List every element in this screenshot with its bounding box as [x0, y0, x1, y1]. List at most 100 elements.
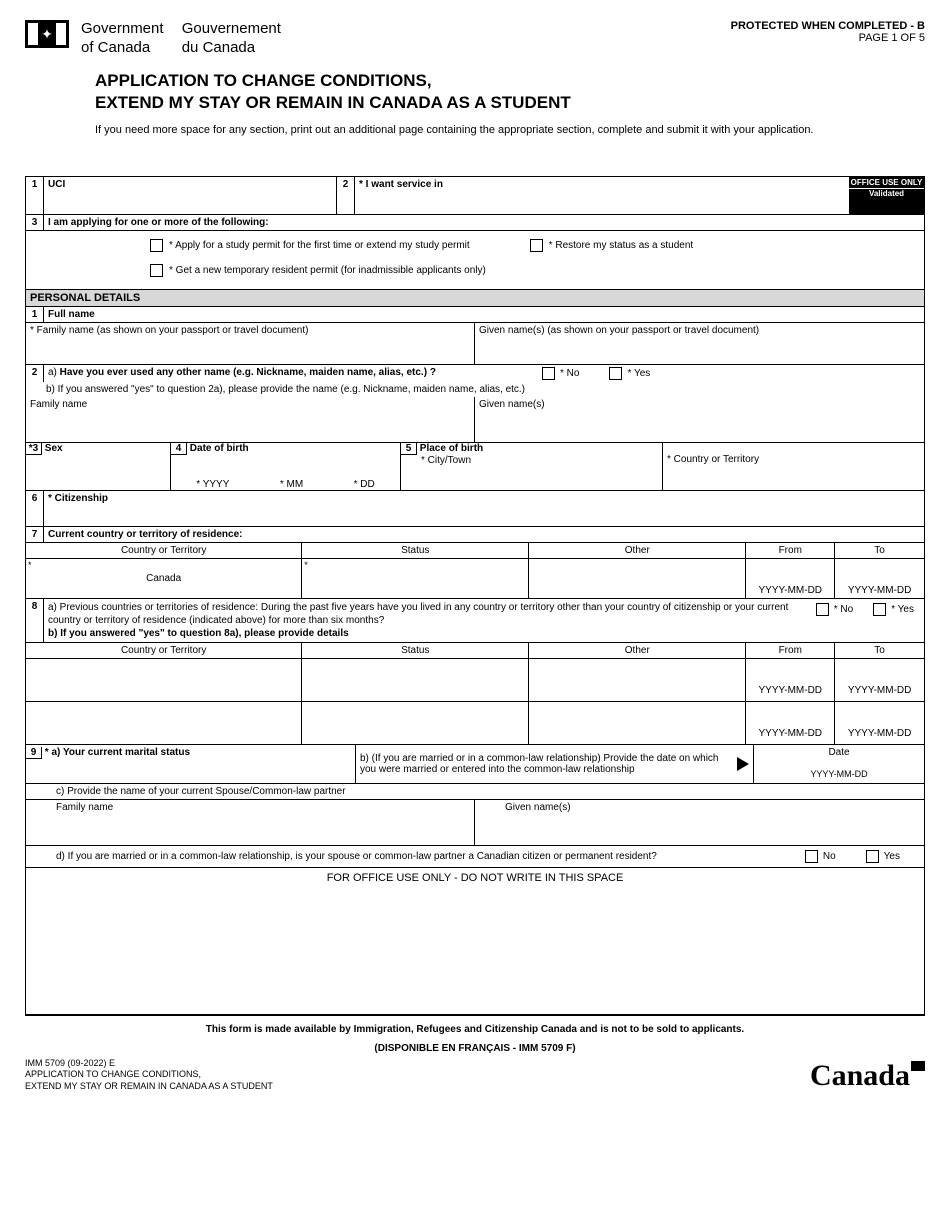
pd7-table-header: Country or Territory Status Other From T…	[26, 543, 924, 559]
pd9-date-field[interactable]: Date YYYY-MM-DD	[754, 745, 924, 783]
pd8-table-header: Country or Territory Status Other From T…	[26, 643, 924, 659]
footer-french: (DISPONIBLE EN FRANÇAIS - IMM 5709 F)	[25, 1043, 925, 1054]
pd2-family-field[interactable]: Family name	[26, 397, 475, 442]
pd9d-no[interactable]: No	[805, 850, 836, 863]
pd1-number: 1	[26, 307, 44, 322]
table-cell[interactable]: YYYY-MM-DD	[746, 659, 835, 701]
pd4-dob[interactable]: 4 Date of birth * YYYY * MM * DD	[171, 443, 401, 490]
pd9b-text: b) (If you are married or in a common-la…	[360, 753, 727, 775]
title-line2: EXTEND MY STAY OR REMAIN IN CANADA AS A …	[95, 93, 571, 112]
gov-fr-line1: Gouvernement	[182, 20, 281, 37]
pd5-country[interactable]: * Country or Territory	[663, 443, 924, 490]
pd8-text: a) Previous countries or territories of …	[44, 599, 816, 642]
table-cell[interactable]	[302, 702, 529, 744]
pd9c-inputs: Family name Given name(s)	[26, 800, 924, 846]
pd9ab-row: 9 * a) Your current marital status b) (I…	[26, 745, 924, 784]
pd7-country-val: Canada	[26, 559, 302, 598]
q2-label[interactable]: * I want service in	[355, 177, 849, 214]
pd2-number: 2	[26, 365, 44, 382]
dob-mm: * MM	[280, 479, 303, 490]
gov-en-line1: Government	[81, 20, 164, 37]
pd7-other-field[interactable]	[529, 559, 746, 598]
form-body: 1 UCI 2 * I want service in OFFICE USE O…	[25, 176, 925, 1016]
title-line1: APPLICATION TO CHANGE CONDITIONS,	[95, 71, 432, 90]
checkbox-icon	[150, 239, 163, 252]
pd9d-yes[interactable]: Yes	[866, 850, 900, 863]
pd7-from-field[interactable]: YYYY-MM-DD	[746, 559, 835, 598]
q2-number: 2	[337, 177, 355, 214]
pd3-4-5-row: *3 Sex 4 Date of birth * YYYY * MM * DD …	[26, 443, 924, 491]
office-use-label: OFFICE USE ONLY	[849, 177, 924, 189]
pd8-header: 8 a) Previous countries or territories o…	[26, 599, 924, 643]
pd2b-inputs: Family name Given name(s)	[26, 397, 924, 443]
checkbox-icon	[866, 850, 879, 863]
dob-dd: * DD	[354, 479, 375, 490]
personal-details-header: PERSONAL DETAILS	[26, 290, 924, 307]
col-status: Status	[302, 543, 529, 558]
pd9b: b) (If you are married or in a common-la…	[356, 745, 754, 783]
form-page: ✦ Governmentof Canada Gouvernementdu Can…	[0, 0, 950, 1113]
q1-number: 1	[26, 177, 44, 214]
footer-row: IMM 5709 (09-2022) E APPLICATION TO CHAN…	[25, 1058, 925, 1093]
pd2a-text: a) Have you ever used any other name (e.…	[44, 365, 534, 382]
pd9c-given[interactable]: Given name(s)	[475, 800, 924, 845]
col-to: To	[835, 543, 924, 558]
form-code-block: IMM 5709 (09-2022) E APPLICATION TO CHAN…	[25, 1058, 273, 1093]
pd8-number: 8	[26, 599, 44, 642]
table-cell[interactable]	[529, 659, 746, 701]
pd8-yes[interactable]: * Yes	[873, 603, 914, 616]
pd7-to-field[interactable]: YYYY-MM-DD	[835, 559, 924, 598]
pd7-number: 7	[26, 527, 44, 542]
office-only-space: FOR OFFICE USE ONLY - DO NOT WRITE IN TH…	[26, 868, 924, 1015]
pd8-no[interactable]: * No	[816, 603, 853, 616]
q3-number: 3	[26, 215, 44, 230]
checkbox-icon	[816, 603, 829, 616]
government-signature: ✦ Governmentof Canada Gouvernementdu Can…	[25, 20, 295, 58]
pd9c-family[interactable]: Family name	[26, 800, 475, 845]
gov-en-line2: of Canada	[81, 39, 150, 56]
instruction-text: If you need more space for any section, …	[95, 124, 925, 136]
checkbox-icon	[542, 367, 555, 380]
table-cell[interactable]	[26, 702, 302, 744]
q3-opt2[interactable]: * Restore my status as a student	[530, 239, 694, 252]
table-cell[interactable]	[302, 659, 529, 701]
protected-label: PROTECTED WHEN COMPLETED - B	[731, 20, 925, 32]
pd9a[interactable]: 9 * a) Your current marital status	[26, 745, 356, 783]
table-cell[interactable]	[529, 702, 746, 744]
arrow-right-icon	[737, 757, 749, 771]
q3-options: * Apply for a study permit for the first…	[26, 231, 924, 290]
canada-flag-icon: ✦	[25, 20, 69, 48]
uci-service-row: 1 UCI 2 * I want service in OFFICE USE O…	[26, 177, 924, 215]
checkbox-icon	[805, 850, 818, 863]
pd2-no[interactable]: * No	[542, 367, 579, 380]
pd6-row[interactable]: 6 * Citizenship	[26, 491, 924, 527]
q1-label[interactable]: UCI	[44, 177, 337, 214]
page-number: PAGE 1 OF 5	[731, 32, 925, 44]
pd2-yes[interactable]: * Yes	[609, 367, 650, 380]
family-name-field[interactable]: * Family name (as shown on your passport…	[26, 323, 475, 364]
pd7-header: 7 Current country or territory of reside…	[26, 527, 924, 543]
q3-header-row: 3 I am applying for one or more of the f…	[26, 215, 924, 231]
given-name-field[interactable]: Given name(s) (as shown on your passport…	[475, 323, 924, 364]
pd7-canada-row: Canada YYYY-MM-DD YYYY-MM-DD	[26, 559, 924, 599]
table-cell[interactable]: YYYY-MM-DD	[835, 659, 924, 701]
pd5-city[interactable]: 5 Place of birth * City/Town	[401, 443, 663, 490]
pd1-header: 1 Full name	[26, 307, 924, 323]
page-header: ✦ Governmentof Canada Gouvernementdu Can…	[25, 20, 925, 58]
table-cell[interactable]	[26, 659, 302, 701]
table-cell[interactable]: YYYY-MM-DD	[746, 702, 835, 744]
pd7-status-field[interactable]	[302, 559, 529, 598]
pd6-label: * Citizenship	[44, 491, 924, 526]
q3-opt1[interactable]: * Apply for a study permit for the first…	[150, 239, 470, 252]
checkbox-icon	[150, 264, 163, 277]
protected-block: PROTECTED WHEN COMPLETED - B PAGE 1 OF 5	[731, 20, 925, 44]
pd3-sex[interactable]: *3 Sex	[26, 443, 171, 490]
footer-notice: This form is made available by Immigrati…	[25, 1024, 925, 1035]
checkbox-icon	[873, 603, 886, 616]
office-use-box: OFFICE USE ONLY Validated	[849, 177, 924, 214]
form-code: IMM 5709 (09-2022) E	[25, 1058, 115, 1068]
pd8-row2: YYYY-MM-DD YYYY-MM-DD	[26, 702, 924, 745]
table-cell[interactable]: YYYY-MM-DD	[835, 702, 924, 744]
pd2-given-field[interactable]: Given name(s)	[475, 397, 924, 442]
q3-opt3[interactable]: * Get a new temporary resident permit (f…	[150, 264, 486, 277]
